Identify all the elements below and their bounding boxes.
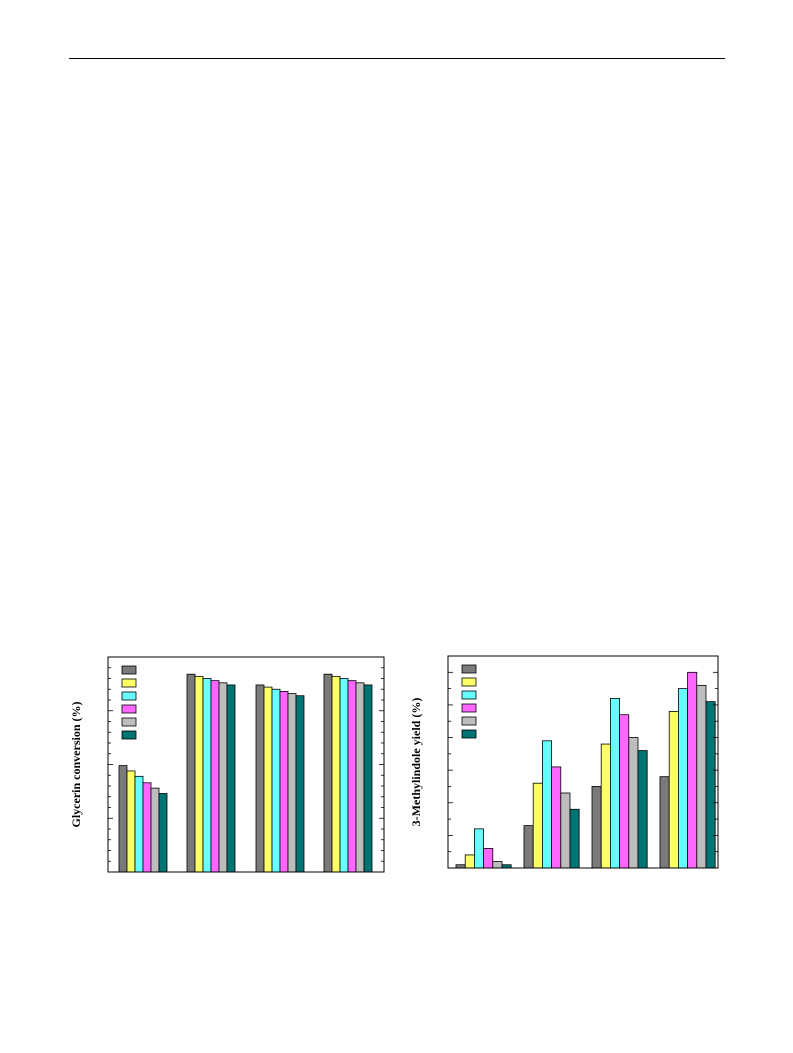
plot-frame — [447, 655, 719, 869]
bar-series3-group3 — [609, 698, 620, 869]
bar-series2-group3 — [263, 686, 273, 873]
bar-series6-group4 — [705, 701, 716, 869]
bar-series1-group4 — [659, 776, 670, 869]
bar-series3-group1 — [134, 775, 144, 873]
bar-series6-group3 — [637, 750, 648, 869]
y-axis-label: Glycerin conversion (%) — [69, 702, 83, 828]
bar-series5-group4 — [355, 682, 365, 873]
bar-series4-group1 — [483, 848, 494, 869]
header-rule — [69, 58, 725, 59]
bar-series3-group1 — [474, 828, 485, 869]
bar-series5-group3 — [287, 693, 297, 873]
bar-series2-group2 — [194, 675, 204, 873]
bar-series1-group2 — [186, 673, 196, 873]
bar-series4-group1 — [142, 782, 152, 873]
bar-series4-group4 — [347, 680, 357, 873]
bar-series3-group4 — [339, 678, 349, 873]
bar-series2-group1 — [126, 770, 136, 873]
bar-series4-group2 — [551, 766, 562, 869]
legend-swatch-4 — [461, 703, 477, 713]
bar-series2-group2 — [532, 782, 543, 869]
bar-series1-group2 — [523, 825, 534, 869]
bar-series1-group3 — [591, 786, 602, 869]
bar-series2-group1 — [464, 854, 475, 869]
bar-series6-group3 — [295, 695, 305, 873]
bar-series3-group2 — [202, 678, 212, 873]
bar-series6-group2 — [226, 684, 236, 873]
methylindole-yield-chart: 3-Methylindole yield (%) — [409, 655, 719, 869]
glycerin-conversion-chart: Glycerin conversion (%) — [69, 656, 385, 873]
bar-series1-group4 — [323, 673, 333, 873]
bar-series2-group4 — [668, 711, 679, 869]
bar-series4-group2 — [210, 680, 220, 873]
legend-swatch-2 — [121, 678, 137, 688]
bar-series5-group2 — [218, 682, 228, 873]
bar-series5-group3 — [628, 737, 639, 869]
bar-series3-group4 — [677, 688, 688, 869]
legend-swatch-5 — [461, 716, 477, 726]
bar-series3-group3 — [271, 688, 281, 873]
bar-series2-group4 — [331, 675, 341, 873]
legend-swatch-6 — [461, 729, 477, 739]
legend-swatch-1 — [461, 664, 477, 674]
bar-series4-group4 — [687, 671, 698, 869]
legend-swatch-4 — [121, 704, 137, 714]
bar-series4-group3 — [279, 691, 289, 873]
legend-swatch-2 — [461, 677, 477, 687]
y-axis-label: 3-Methylindole yield (%) — [409, 698, 423, 827]
legend-swatch-3 — [461, 690, 477, 700]
bar-series5-group1 — [492, 861, 503, 869]
bar-series5-group2 — [560, 792, 571, 869]
legend-swatch-1 — [121, 665, 137, 675]
bar-series5-group1 — [150, 787, 160, 873]
bar-series6-group2 — [569, 808, 580, 869]
bar-series1-group3 — [255, 684, 265, 873]
plot-frame — [107, 656, 385, 873]
bar-series2-group3 — [600, 743, 611, 869]
bar-series5-group4 — [696, 684, 707, 869]
bar-series6-group1 — [158, 793, 168, 873]
legend-swatch-5 — [121, 717, 137, 727]
bar-series6-group4 — [363, 684, 373, 873]
legend-swatch-6 — [121, 730, 137, 740]
bar-series4-group3 — [619, 714, 630, 869]
bar-series1-group1 — [118, 765, 128, 873]
bar-series3-group2 — [541, 740, 552, 869]
legend-swatch-3 — [121, 691, 137, 701]
